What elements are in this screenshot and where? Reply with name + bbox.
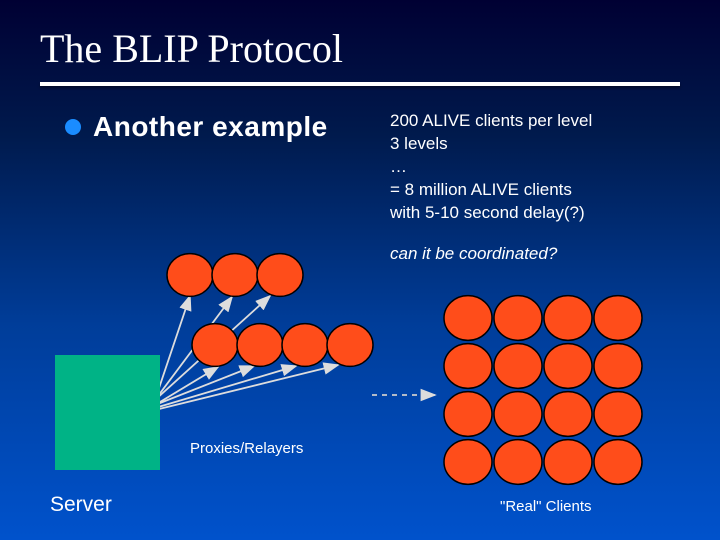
client-node: [494, 296, 542, 341]
proxy-node: [192, 324, 238, 367]
diagram-canvas: [0, 0, 720, 540]
client-node: [544, 440, 592, 485]
client-node: [544, 344, 592, 389]
proxy-node: [167, 254, 213, 297]
client-node: [494, 344, 542, 389]
label-proxies: Proxies/Relayers: [190, 440, 303, 457]
proxy-node: [237, 324, 283, 367]
proxy-node: [327, 324, 373, 367]
label-server: Server: [50, 493, 112, 517]
client-node: [594, 392, 642, 437]
client-node: [444, 344, 492, 389]
client-node: [594, 296, 642, 341]
label-clients: "Real" Clients: [500, 498, 592, 515]
client-node: [594, 440, 642, 485]
client-node: [494, 392, 542, 437]
proxy-node: [282, 324, 328, 367]
client-node: [444, 392, 492, 437]
client-node: [494, 440, 542, 485]
client-node: [444, 440, 492, 485]
client-node: [544, 392, 592, 437]
proxy-node: [212, 254, 258, 297]
client-node: [444, 296, 492, 341]
proxy-node: [257, 254, 303, 297]
client-node: [544, 296, 592, 341]
client-node: [594, 344, 642, 389]
server-box: [55, 355, 160, 470]
